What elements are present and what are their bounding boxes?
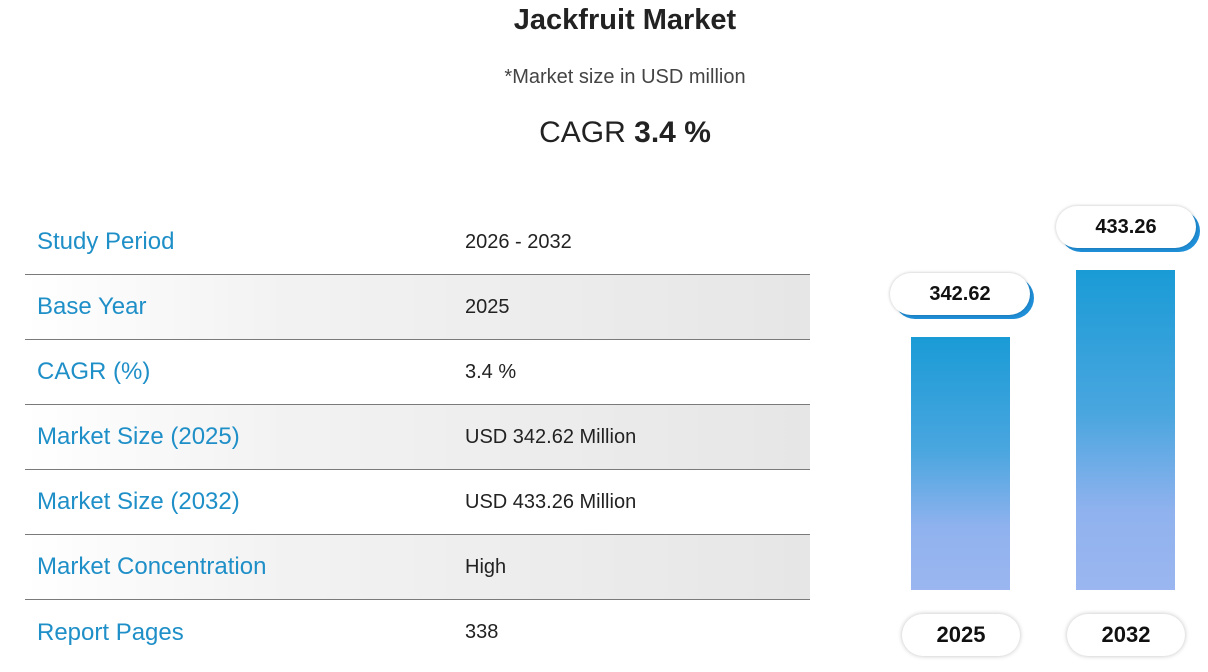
row-label: Market Size (2032) xyxy=(37,488,240,515)
table-row: Market Size (2025) USD 342.62 Million xyxy=(25,405,810,470)
row-value: 3.4 % xyxy=(465,360,517,383)
data-label-2025: 342.62 xyxy=(890,272,1030,315)
bar-2025 xyxy=(911,336,1010,590)
table-row: Report Pages 338 xyxy=(25,600,810,665)
bar-2032 xyxy=(1076,270,1175,590)
cagr-headline: CAGR 3.4 % xyxy=(0,116,1208,150)
x-tick-label-2025: 2025 xyxy=(902,614,1020,656)
row-label: Study Period xyxy=(37,228,175,255)
page-title: Jackfruit Market xyxy=(513,4,737,36)
row-value: 2026 - 2032 xyxy=(465,230,572,253)
row-value: High xyxy=(465,555,507,578)
row-value: USD 342.62 Million xyxy=(465,425,637,448)
row-label: Market Size (2025) xyxy=(37,423,240,450)
row-label: CAGR (%) xyxy=(37,358,151,385)
table-row: Study Period 2026 - 2032 xyxy=(25,210,810,275)
market-summary-table: Study Period 2026 - 2032 Base Year 2025 … xyxy=(25,210,810,665)
row-label: Base Year xyxy=(37,293,147,320)
market-size-bar-chart: 342.62 2025 433.26 2032 xyxy=(850,190,1208,672)
cagr-value: 3.4 % xyxy=(634,116,711,149)
row-value: 2025 xyxy=(465,295,510,318)
data-label-2032: 433.26 xyxy=(1056,206,1196,248)
table-row: Base Year 2025 xyxy=(25,275,810,340)
table-row: Market Size (2032) USD 433.26 Million xyxy=(25,470,810,535)
table-row: CAGR (%) 3.4 % xyxy=(25,340,810,405)
row-label: Market Concentration xyxy=(37,553,267,580)
cagr-prefix: CAGR xyxy=(539,116,626,149)
market-size-note: *Market size in USD million xyxy=(504,66,746,88)
table-row: Market Concentration High xyxy=(25,535,810,600)
row-label: Report Pages xyxy=(37,618,184,646)
row-value: 338 xyxy=(465,621,499,643)
row-value: USD 433.26 Million xyxy=(465,490,637,513)
x-tick-label-2032: 2032 xyxy=(1067,614,1185,656)
